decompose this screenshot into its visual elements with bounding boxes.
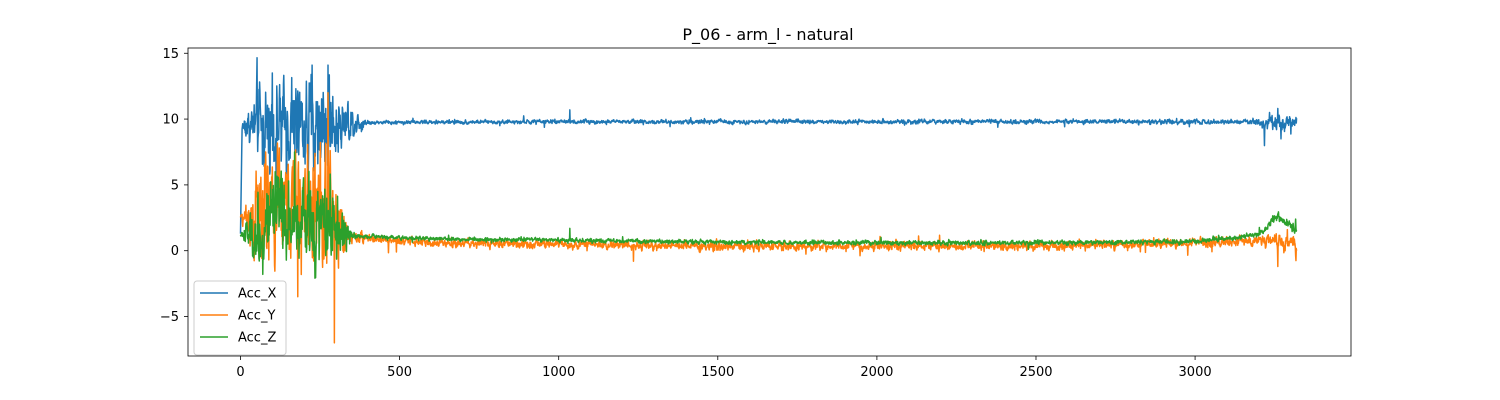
legend-label: Acc_Y	[238, 309, 275, 324]
series-line-acc-x	[239, 56, 1298, 234]
series-layer	[239, 56, 1298, 344]
series-line-acc-y	[239, 92, 1298, 344]
chart-title: P_06 - arm_l - natural	[682, 25, 853, 45]
x-tick-label: 2500	[1019, 365, 1052, 380]
y-tick-label: 5	[171, 178, 179, 193]
x-tick-label: 500	[387, 365, 412, 380]
x-axis: 0 500 1000 1500 2000 2500 3000	[236, 356, 1212, 380]
legend-label: Acc_Z	[238, 331, 276, 346]
y-tick-label: −5	[160, 310, 179, 325]
x-tick-label: 3000	[1179, 365, 1212, 380]
y-tick-label: 15	[162, 47, 179, 62]
legend: Acc_X Acc_Y Acc_Z	[193, 280, 287, 356]
x-tick-label: 0	[236, 365, 244, 380]
y-axis: −5 0 5 10 15	[160, 47, 188, 325]
x-tick-label: 1000	[542, 365, 575, 380]
x-tick-label: 1500	[701, 365, 734, 380]
legend-label: Acc_X	[238, 287, 276, 302]
plot-frame	[187, 47, 1352, 357]
x-tick-label: 2000	[860, 365, 893, 380]
y-tick-label: 0	[171, 244, 179, 259]
series-line-acc-z	[239, 151, 1298, 279]
y-tick-label: 10	[162, 113, 179, 128]
